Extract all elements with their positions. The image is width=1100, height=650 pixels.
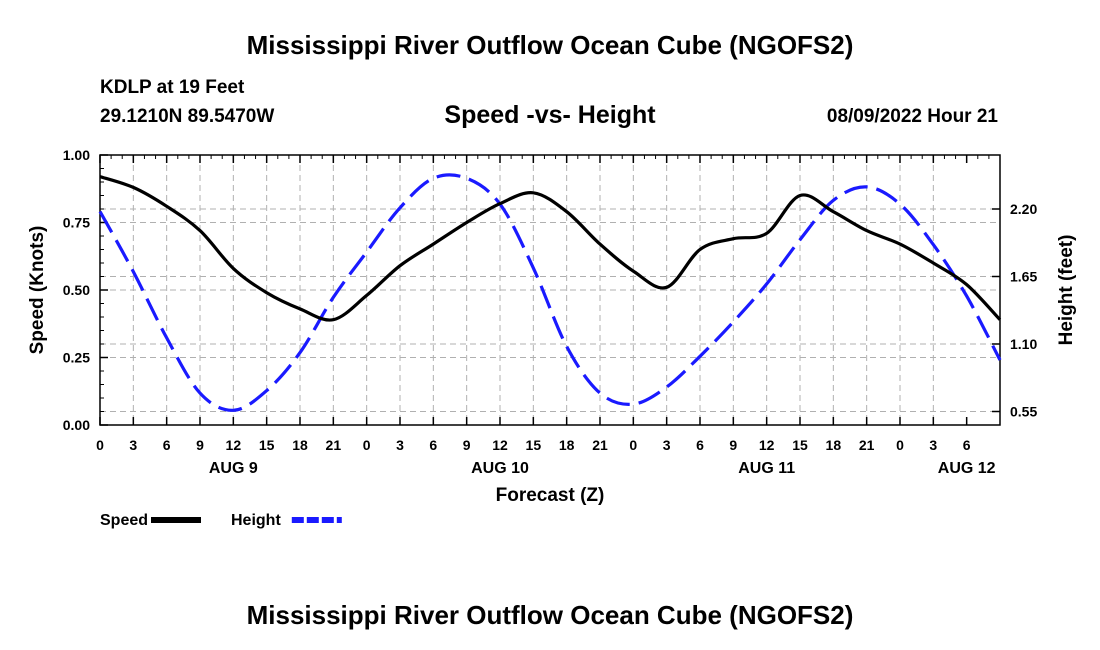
day-label: AUG 11	[738, 460, 795, 477]
x-tick-label: 18	[292, 437, 308, 453]
x-tick-label: 12	[492, 437, 508, 453]
plot-frame	[99, 154, 1001, 426]
x-tick-label: 9	[196, 437, 204, 453]
x-tick-label: 3	[129, 437, 137, 453]
y-axis-title: Speed (Knots)	[27, 226, 48, 355]
y2-tick-label: 2.20	[1010, 201, 1037, 217]
x-tick-label: 9	[729, 437, 737, 453]
series-line-height	[98, 173, 1002, 412]
axis-labels: 0 3 6 9 12 15 18 21 0 3 6 9 12 15 18 21 0 3 6 9 12 15 18 21 0 3 6 0…	[27, 147, 1077, 506]
x-tick-label: 3	[929, 437, 937, 453]
station-coordinates: 29.1210N 89.5470W	[100, 106, 275, 127]
legend-label: Speed	[100, 512, 148, 529]
x-tick-label: 0	[629, 437, 637, 453]
x-tick-label: 21	[326, 437, 342, 453]
axes	[99, 154, 1001, 426]
x-tick-label: 15	[792, 437, 808, 453]
x-tick-label: 21	[592, 437, 608, 453]
y-tick-label: 0.25	[63, 350, 90, 366]
day-label: AUG 10	[471, 460, 529, 477]
x-tick-label: 12	[759, 437, 775, 453]
x-tick-label: 6	[163, 437, 171, 453]
x-tick-label: 0	[896, 437, 904, 453]
y2-axis-title: Height (feet)	[1056, 235, 1077, 346]
x-tick-label: 15	[259, 437, 275, 453]
grid	[100, 155, 1000, 425]
series-line-speed	[99, 175, 1002, 322]
x-tick-label: 18	[559, 437, 575, 453]
y-tick-label: 0.50	[63, 282, 90, 298]
x-tick-label: 18	[826, 437, 842, 453]
x-tick-label: 15	[526, 437, 542, 453]
bottom-title: Mississippi River Outflow Ocean Cube (NG…	[246, 600, 854, 630]
y-tick-label: 1.00	[63, 147, 90, 163]
y-tick-label: 0.00	[63, 417, 90, 433]
x-tick-label: 6	[696, 437, 704, 453]
y2-tick-label: 1.10	[1010, 336, 1037, 352]
x-axis-title: Forecast (Z)	[496, 485, 605, 506]
x-tick-label: 21	[859, 437, 875, 453]
station-label: KDLP at 19 Feet	[100, 77, 245, 98]
legend-label: Height	[231, 512, 281, 529]
x-tick-label: 9	[463, 437, 471, 453]
legend: Speed Height	[100, 512, 342, 529]
y2-tick-label: 1.65	[1010, 269, 1037, 285]
x-tick-label: 0	[363, 437, 371, 453]
y-tick-label: 0.75	[63, 215, 90, 231]
forecast-datestamp: 08/09/2022 Hour 21	[826, 106, 998, 127]
x-tick-label: 3	[396, 437, 404, 453]
series	[98, 173, 1002, 412]
x-tick-label: 6	[429, 437, 437, 453]
chart-subtitle: Speed -vs- Height	[444, 101, 656, 129]
x-tick-label: 0	[96, 437, 104, 453]
x-tick-label: 3	[663, 437, 671, 453]
x-tick-label: 6	[963, 437, 971, 453]
y2-tick-label: 0.55	[1010, 404, 1037, 420]
day-label: AUG 9	[209, 460, 258, 477]
day-label: AUG 12	[938, 460, 996, 477]
x-tick-label: 12	[226, 437, 242, 453]
page-title: Mississippi River Outflow Ocean Cube (NG…	[246, 30, 854, 60]
